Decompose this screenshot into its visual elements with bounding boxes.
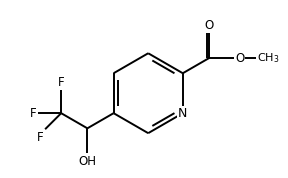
Text: OH: OH [78, 155, 96, 168]
Text: O: O [204, 19, 214, 32]
Text: N: N [178, 107, 187, 120]
Text: O: O [235, 52, 244, 65]
Text: F: F [37, 131, 43, 144]
Text: CH$_3$: CH$_3$ [257, 51, 280, 65]
Text: F: F [30, 107, 37, 120]
Text: F: F [58, 76, 65, 89]
